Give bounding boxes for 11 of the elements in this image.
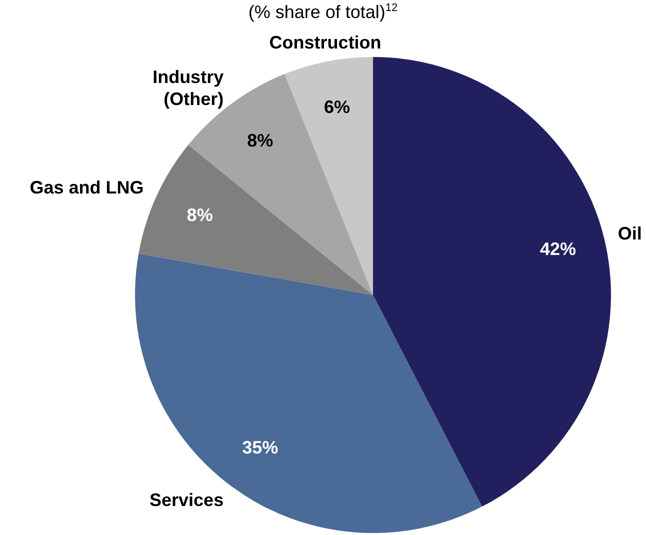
- data-label: 8%: [247, 130, 274, 151]
- data-label: 6%: [324, 97, 350, 118]
- data-label: 35%: [242, 437, 278, 458]
- slice-label: Services: [150, 490, 224, 510]
- slice-label: Gas and LNG: [30, 178, 144, 198]
- data-label: 42%: [540, 239, 576, 260]
- slice-label: Industry (Other): [152, 66, 224, 109]
- slice-label: Oil: [618, 224, 642, 244]
- chart-subtitle: (% share of total)$^{12}$: [247, 2, 399, 23]
- slice-label: Construction: [269, 32, 382, 53]
- data-label: 8%: [186, 204, 213, 225]
